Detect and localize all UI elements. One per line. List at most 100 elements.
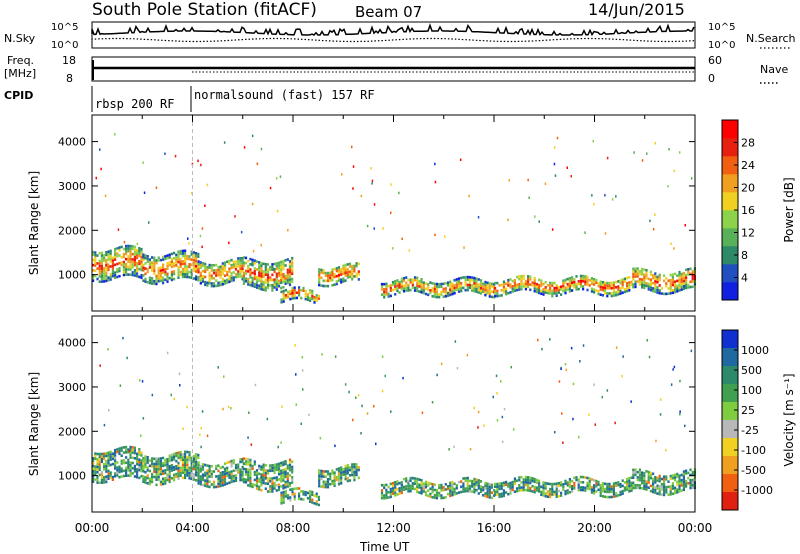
heatmap-cell xyxy=(243,146,246,149)
nave-tick-bottom: 0 xyxy=(708,72,715,85)
heatmap-cell xyxy=(455,484,458,487)
heatmap-cell xyxy=(273,286,276,289)
colorbar-tick-label: 16 xyxy=(741,204,755,217)
heatmap-cell xyxy=(431,295,434,298)
heatmap-cell xyxy=(221,280,224,283)
heatmap-cell xyxy=(168,464,171,468)
heatmap-cell xyxy=(335,267,338,270)
heatmap-cell xyxy=(140,255,143,259)
heatmap-cell xyxy=(560,481,563,484)
heatmap-cell xyxy=(394,285,397,288)
heatmap-cell xyxy=(204,481,207,485)
heatmap-cell xyxy=(221,481,224,484)
heatmap-cell xyxy=(159,472,162,476)
heatmap-cell xyxy=(427,285,430,289)
heatmap-cell xyxy=(520,475,523,479)
heatmap-cell xyxy=(127,244,130,248)
heatmap-cell xyxy=(498,482,501,486)
heatmap-cell xyxy=(188,255,191,258)
heatmap-cell xyxy=(473,287,476,290)
heatmap-cell xyxy=(280,276,283,279)
heatmap-cell xyxy=(244,470,248,474)
heatmap-cell xyxy=(400,282,403,286)
heatmap-cell xyxy=(199,464,202,468)
heatmap-cell xyxy=(460,281,463,285)
heatmap-cell xyxy=(166,473,169,477)
heatmap-cell xyxy=(566,484,569,487)
heatmap-cell xyxy=(282,292,285,295)
heatmap-cell xyxy=(148,281,151,285)
heatmap-cell xyxy=(309,299,312,302)
heatmap-cell xyxy=(96,460,99,464)
heatmap-cell xyxy=(242,277,245,280)
heatmap-cell xyxy=(348,390,350,394)
heatmap-cell xyxy=(264,265,267,269)
heatmap-cell xyxy=(131,456,134,460)
heatmap-cell xyxy=(628,281,631,284)
heatmap-cell xyxy=(588,284,591,287)
heatmap-cell xyxy=(275,283,278,286)
heatmap-cell xyxy=(680,272,683,276)
heatmap-cell xyxy=(619,287,622,290)
heatmap-cell xyxy=(186,463,189,467)
heatmap-cell xyxy=(531,281,534,284)
heatmap-cell xyxy=(173,465,176,469)
heatmap-cell xyxy=(239,267,242,270)
heatmap-cell xyxy=(199,282,202,285)
heatmap-cell xyxy=(597,290,600,293)
heatmap-cell xyxy=(671,474,674,477)
heatmap-cell xyxy=(181,453,184,456)
heatmap-cell xyxy=(398,492,401,495)
heatmap-cell xyxy=(606,389,609,392)
heatmap-cell xyxy=(258,472,261,476)
heatmap-cell xyxy=(383,293,386,296)
heatmap-cell xyxy=(473,480,476,483)
heatmap-cell xyxy=(656,275,659,279)
heatmap-cell xyxy=(188,451,191,454)
heatmap-cell xyxy=(175,472,178,476)
heatmap-cell xyxy=(195,275,198,278)
heatmap-cell xyxy=(228,275,231,278)
heatmap-cell xyxy=(271,278,274,282)
heatmap-cell xyxy=(271,477,274,480)
heatmap-cell xyxy=(288,283,292,287)
heatmap-cell xyxy=(221,272,224,276)
heatmap-cell xyxy=(114,273,117,277)
heatmap-cell xyxy=(509,481,512,485)
heatmap-cell xyxy=(685,482,688,486)
heatmap-cell xyxy=(455,283,458,286)
heatmap-cell xyxy=(247,277,250,281)
heatmap-cell xyxy=(266,271,270,274)
heatmap-cell xyxy=(201,277,205,281)
heatmap-cell xyxy=(636,275,639,278)
heatmap-cell xyxy=(361,404,363,408)
nsky-panel-frame xyxy=(91,21,696,49)
heatmap-cell xyxy=(486,492,489,496)
heatmap-cell xyxy=(291,468,294,471)
heatmap-cell xyxy=(253,470,256,474)
heatmap-cell xyxy=(108,409,110,412)
heatmap-cell xyxy=(383,295,386,299)
heatmap-cell xyxy=(353,470,356,474)
heatmap-cell xyxy=(380,483,384,487)
heatmap-cell xyxy=(669,273,672,277)
heatmap-cell xyxy=(643,273,646,277)
heatmap-cell xyxy=(181,260,184,263)
heatmap-cell xyxy=(494,289,497,293)
heatmap-cell xyxy=(266,276,270,279)
heatmap-cell xyxy=(555,286,558,290)
heatmap-cell xyxy=(129,250,132,253)
heatmap-cell xyxy=(383,486,386,490)
heatmap-cell xyxy=(496,392,498,395)
heatmap-cell xyxy=(680,481,683,485)
heatmap-cell xyxy=(318,278,321,282)
heatmap-cell xyxy=(632,484,635,487)
heatmap-cell xyxy=(484,283,487,286)
heatmap-cell xyxy=(253,262,256,265)
heatmap-cell xyxy=(251,134,254,138)
heatmap-cell xyxy=(531,484,534,488)
heatmap-cell xyxy=(251,276,254,280)
heatmap-cell xyxy=(100,251,103,255)
heatmap-cell xyxy=(109,249,112,253)
heatmap-cell xyxy=(590,290,593,293)
